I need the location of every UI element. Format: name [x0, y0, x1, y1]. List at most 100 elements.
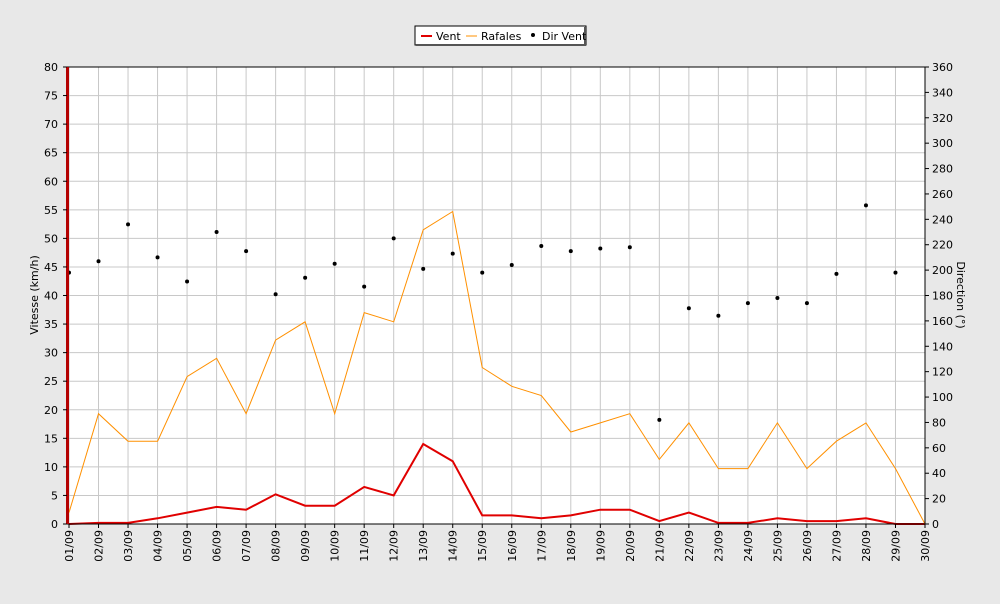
- point-dir-vent: [480, 270, 485, 275]
- point-dir-vent: [804, 301, 809, 306]
- point-dir-vent: [303, 275, 308, 280]
- y-tick-label-right: 340: [932, 86, 953, 99]
- point-dir-vent: [362, 284, 367, 289]
- x-tick-label: 21/09: [653, 530, 666, 562]
- series-line-rafales: [68, 210, 926, 525]
- y-tick-label-right: 360: [932, 61, 953, 74]
- y-tick-label-left: 55: [44, 204, 58, 217]
- y-tick-label-left: 70: [44, 118, 58, 131]
- x-tick-label: 18/09: [565, 530, 578, 562]
- x-tick-label: 26/09: [801, 530, 814, 562]
- series-line-vent: [68, 442, 925, 525]
- y-tick-label-left: 30: [44, 347, 58, 360]
- x-tick-label: 24/09: [742, 530, 755, 562]
- y-tick-label-right: 220: [932, 239, 953, 252]
- y-tick-label-left: 50: [44, 232, 58, 245]
- x-tick-label: 25/09: [771, 530, 784, 562]
- legend-label-vent: Vent: [436, 30, 461, 43]
- point-dir-vent: [568, 249, 573, 254]
- tick-labels: 0 5 10 15 20 25 30 35 40 45 50 55 60 65 70 75 80 0 20 40 60 8…: [44, 61, 953, 562]
- point-dir-vent: [686, 306, 691, 311]
- x-tick-label: 20/09: [624, 530, 637, 562]
- point-dir-vent: [391, 236, 396, 241]
- y-tick-label-left: 25: [44, 375, 58, 388]
- y-tick-label-right: 160: [932, 315, 953, 328]
- point-dir-vent: [244, 249, 249, 254]
- point-dir-vent: [214, 230, 219, 235]
- x-tick-label: 01/09: [63, 530, 76, 562]
- point-dir-vent: [185, 279, 190, 284]
- point-dir-vent: [126, 222, 131, 227]
- point-dir-vent: [657, 417, 662, 422]
- y-tick-label-right: 100: [932, 391, 953, 404]
- y-tick-label-right: 80: [932, 416, 946, 429]
- point-dir-vent: [598, 246, 603, 251]
- legend: Vent Rafales Dir Vent: [414, 25, 587, 46]
- point-dir-vent: [96, 259, 101, 264]
- legend-label-rafales: Rafales: [481, 30, 522, 43]
- y-axis-label-left: Vitesse (km/h): [28, 255, 41, 335]
- x-tick-label: 23/09: [712, 530, 725, 562]
- x-tick-label: 15/09: [476, 530, 489, 562]
- x-tick-label: 12/09: [388, 530, 401, 562]
- y-tick-label-left: 0: [51, 518, 58, 531]
- y-tick-label-right: 60: [932, 442, 946, 455]
- x-tick-label: 04/09: [152, 530, 165, 562]
- x-tick-label: 17/09: [535, 530, 548, 562]
- y-tick-label-right: 20: [932, 493, 946, 506]
- x-tick-label: 22/09: [683, 530, 696, 562]
- x-tick-label: 03/09: [122, 530, 135, 562]
- y-tick-label-right: 300: [932, 137, 953, 150]
- x-tick-label: 06/09: [211, 530, 224, 562]
- x-tick-label: 27/09: [830, 530, 843, 562]
- y-tick-label-right: 180: [932, 290, 953, 303]
- y-tick-label-left: 80: [44, 61, 58, 74]
- point-dir-vent: [863, 203, 868, 208]
- y-tick-label-left: 45: [44, 261, 58, 274]
- x-tick-label: 05/09: [181, 530, 194, 562]
- x-tick-label: 29/09: [889, 530, 902, 562]
- y-tick-label-right: 240: [932, 213, 953, 226]
- y-tick-label-right: 280: [932, 163, 953, 176]
- point-dir-vent: [421, 266, 426, 271]
- y-tick-label-right: 320: [932, 112, 953, 125]
- point-dir-vent: [509, 263, 514, 268]
- left-axis-bar: [66, 67, 69, 524]
- point-dir-vent: [716, 313, 721, 318]
- x-tick-label: 13/09: [417, 530, 430, 562]
- y-axis-label-right: Direction (°): [954, 261, 967, 328]
- y-tick-label-left: 20: [44, 404, 58, 417]
- y-tick-label-left: 40: [44, 290, 58, 303]
- x-tick-label: 16/09: [506, 530, 519, 562]
- x-tick-label: 28/09: [860, 530, 873, 562]
- point-dir-vent: [273, 292, 278, 297]
- x-tick-label: 02/09: [93, 530, 106, 562]
- x-tick-label: 30/09: [919, 530, 932, 562]
- y-tick-label-left: 15: [44, 432, 58, 445]
- x-tick-label: 11/09: [358, 530, 371, 562]
- point-dir-vent: [450, 251, 455, 256]
- point-dir-vent: [834, 271, 839, 276]
- y-tick-label-right: 200: [932, 264, 953, 277]
- point-dir-vent: [775, 296, 780, 301]
- y-tick-label-right: 40: [932, 467, 946, 480]
- point-dir-vent: [745, 301, 750, 306]
- x-tick-label: 09/09: [299, 530, 312, 562]
- y-tick-label-left: 65: [44, 147, 58, 160]
- legend-swatch-dir-vent: [531, 33, 535, 37]
- y-tick-label-right: 260: [932, 188, 953, 201]
- y-tick-label-left: 60: [44, 175, 58, 188]
- legend-label-dir-vent: Dir Vent: [542, 30, 587, 43]
- point-dir-vent: [155, 255, 160, 260]
- x-tick-label: 08/09: [270, 530, 283, 562]
- point-dir-vent: [627, 245, 632, 250]
- x-tick-label: 14/09: [447, 530, 460, 562]
- point-dir-vent: [539, 243, 544, 248]
- x-tick-label: 07/09: [240, 530, 253, 562]
- x-tick-label: 19/09: [594, 530, 607, 562]
- y-tick-label-right: 120: [932, 366, 953, 379]
- series-layer: [67, 203, 926, 525]
- y-tick-label-left: 5: [51, 489, 58, 502]
- y-tick-label-left: 75: [44, 90, 58, 103]
